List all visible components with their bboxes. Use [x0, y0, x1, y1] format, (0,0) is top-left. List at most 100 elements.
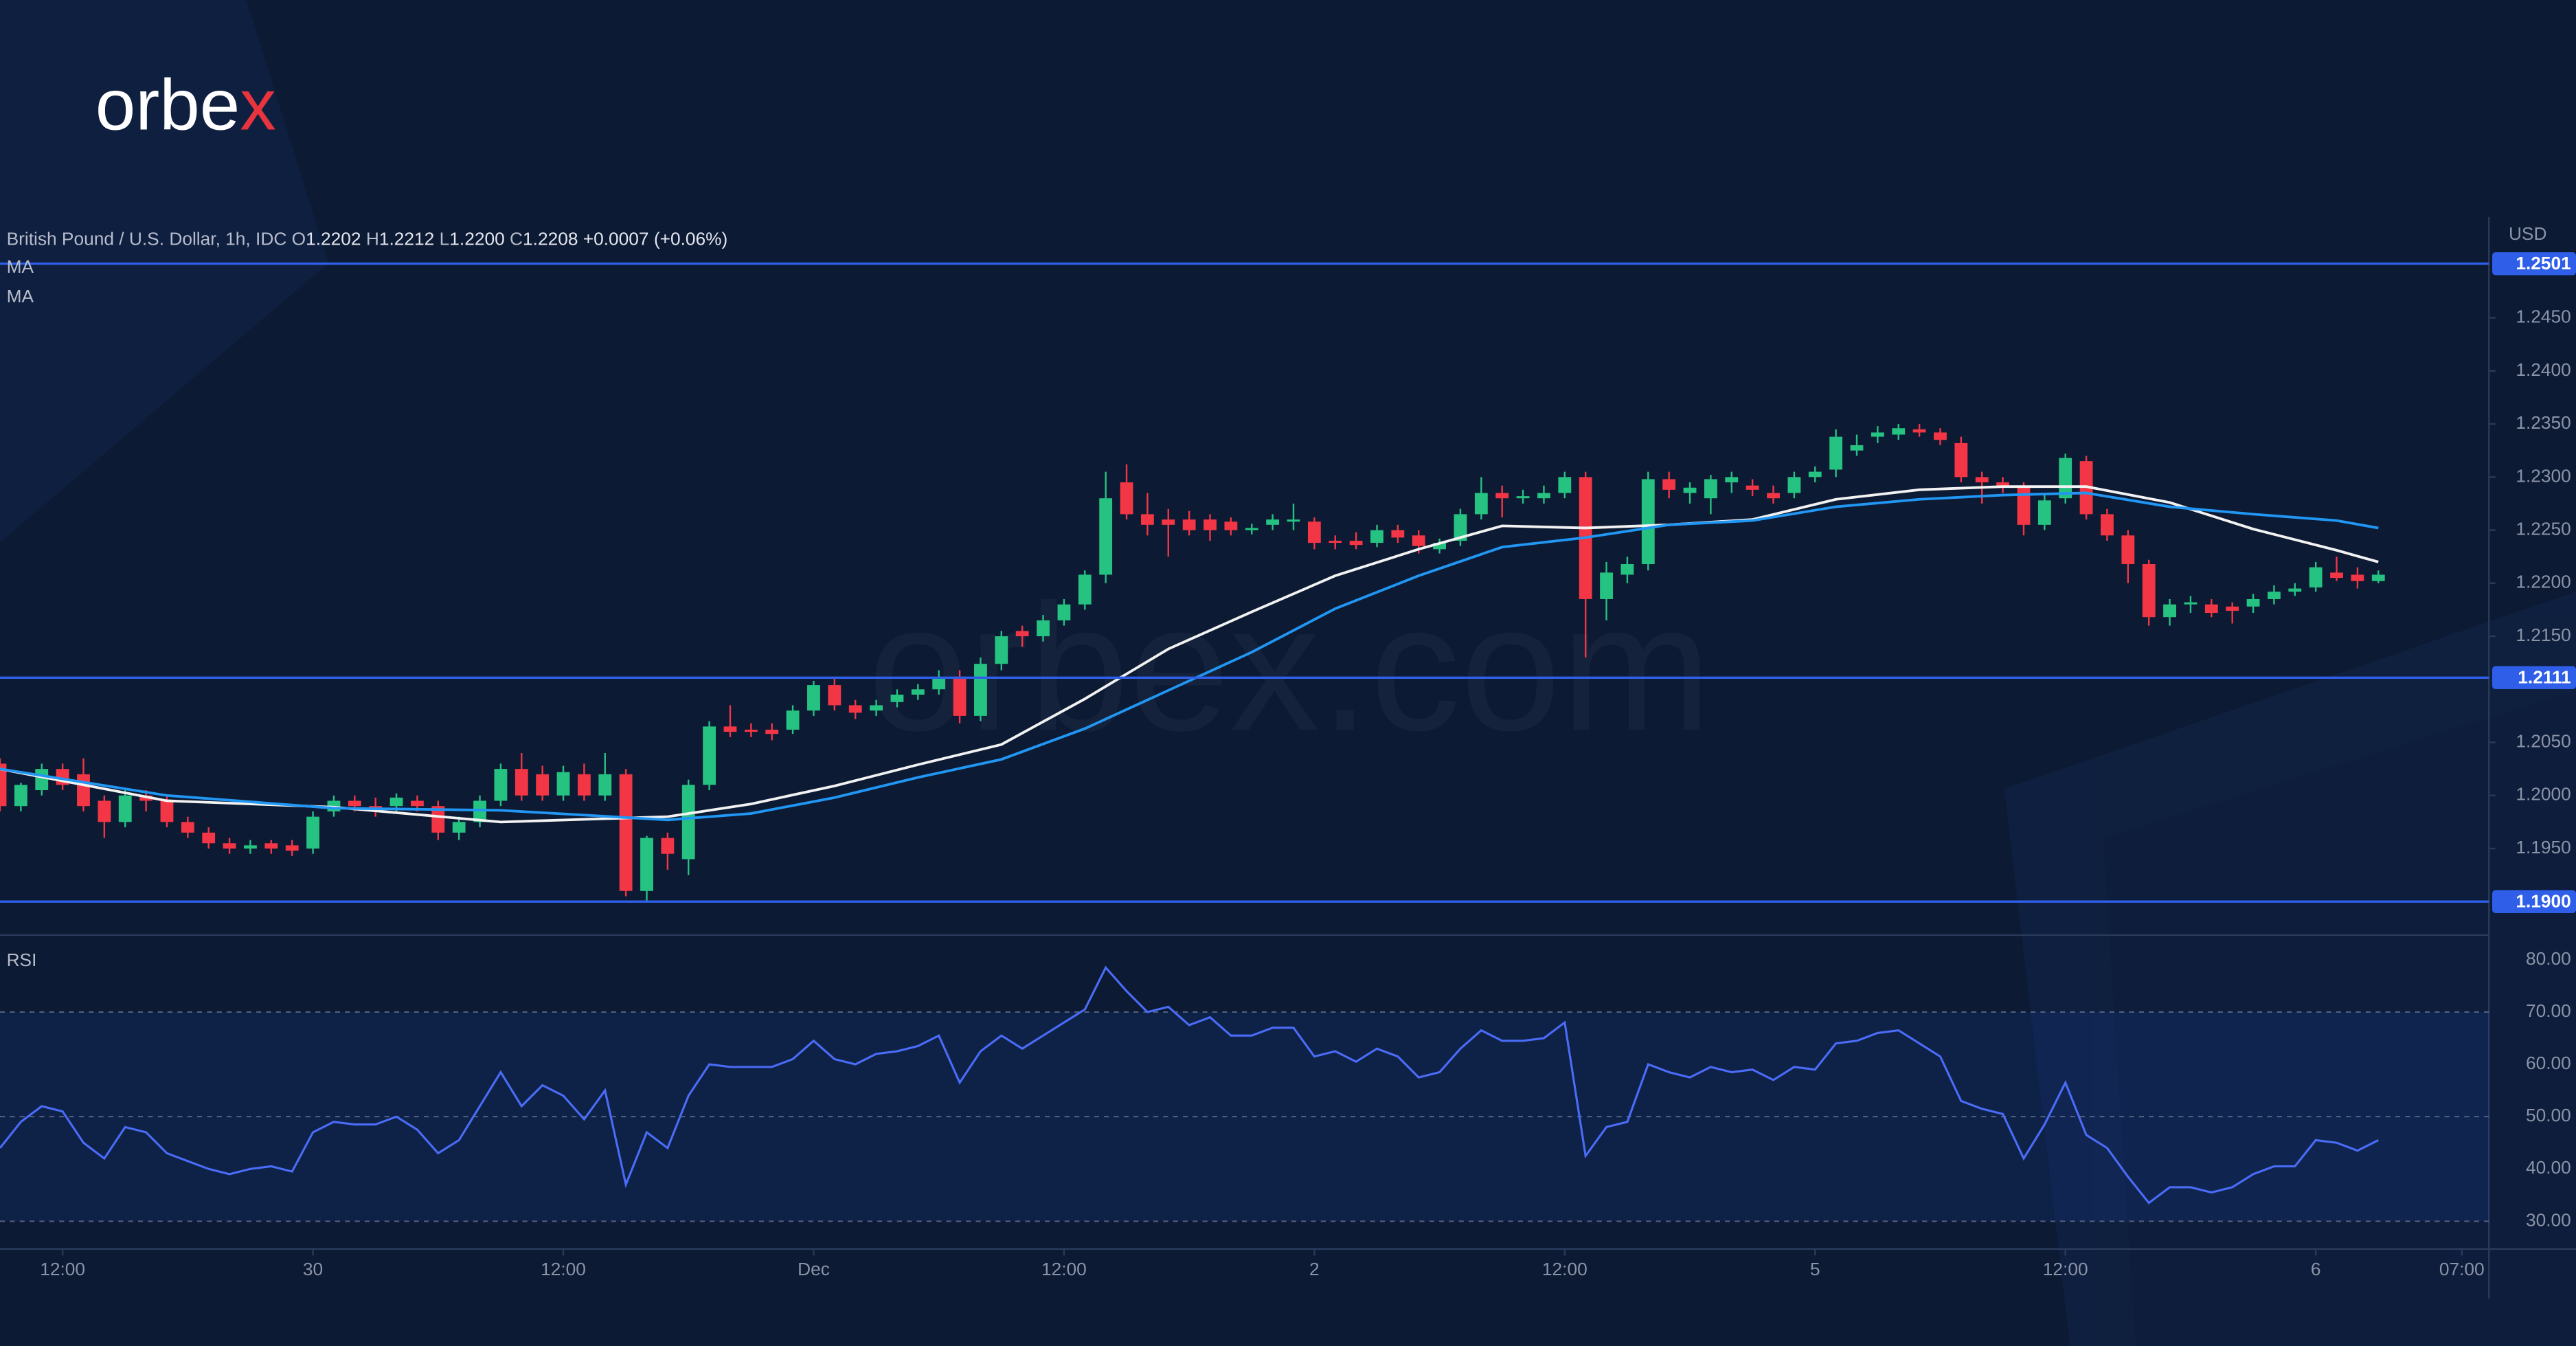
symbol: British Pound / U.S. Dollar, 1h, IDC	[7, 228, 287, 249]
candle-body	[870, 705, 883, 711]
candle-body	[1266, 519, 1280, 525]
candle-body	[577, 774, 591, 796]
candle-body	[1641, 479, 1655, 564]
candle-body	[14, 785, 27, 807]
candle-body	[1287, 519, 1300, 522]
candle-body	[1412, 535, 1425, 546]
logo-text: orbe	[95, 65, 240, 145]
candle-body	[223, 843, 236, 849]
y-tick-label: 1.1950	[2516, 837, 2571, 857]
high: 1.2212	[379, 228, 434, 249]
candle-body	[848, 705, 862, 713]
ma-line	[0, 485, 2379, 824]
candle-body	[0, 763, 7, 807]
candle-body	[452, 822, 466, 833]
candle-body	[661, 838, 675, 854]
candle-body	[1370, 530, 1383, 543]
candle-body	[995, 636, 1008, 664]
candle-body	[1954, 442, 1968, 478]
candle-body	[2184, 602, 2197, 605]
candle-body	[1892, 428, 1906, 435]
candles	[0, 424, 2385, 902]
candle-body	[1099, 498, 1113, 575]
x-tick-label: 12:00	[541, 1259, 586, 1279]
x-tick-label: Dec	[798, 1259, 830, 1279]
currency: USD	[2509, 223, 2547, 244]
candle-body	[285, 845, 299, 851]
candle-body	[202, 832, 216, 844]
y-tick-label: 1.2200	[2516, 572, 2571, 592]
candle-body	[431, 806, 445, 833]
plot	[0, 262, 2489, 1222]
y-tick-label: 1.2050	[2516, 730, 2571, 751]
candle-body	[1829, 436, 1843, 470]
header: British Pound / U.S. Dollar, 1h, IDC O1.…	[7, 228, 728, 249]
candle-body	[1871, 432, 1884, 437]
rsi-tick-label: 80.00	[2526, 948, 2571, 969]
y-tick-label: 1.2450	[2516, 306, 2571, 327]
x-tick-label: 12:00	[40, 1259, 85, 1279]
candle-body	[160, 800, 174, 822]
candle-body	[1975, 477, 1989, 483]
y-tick-label: 1.2400	[2516, 359, 2571, 380]
candle-body	[744, 729, 758, 732]
candle-body	[619, 774, 633, 891]
candle-body	[953, 676, 967, 716]
candle-body	[723, 726, 737, 732]
candle-body	[1704, 479, 1717, 499]
rsi-label: RSI	[7, 950, 37, 970]
x-tick-label: 12:00	[1041, 1259, 1087, 1279]
logo-accent: x	[240, 65, 276, 145]
candle-body	[1037, 620, 1050, 637]
candle-body	[473, 800, 486, 822]
candle-body	[411, 800, 424, 807]
ma-label: MA	[7, 256, 34, 277]
candle-body	[1140, 514, 1154, 525]
candle-body	[2371, 574, 2385, 581]
candle-body	[244, 845, 257, 849]
candle-body	[1683, 487, 1697, 493]
candle-body	[703, 726, 716, 785]
candle-body	[77, 774, 90, 807]
candle-body	[1224, 521, 1238, 530]
candle-body	[2351, 574, 2364, 581]
rsi-tick-label: 50.00	[2526, 1105, 2571, 1125]
x-tick-label: 12:00	[2043, 1259, 2088, 1279]
candle-body	[98, 800, 111, 822]
candle-body	[1307, 521, 1321, 543]
candle-body	[1620, 563, 1634, 575]
watermark: orbex.com	[868, 566, 1711, 768]
logo: orbex	[95, 65, 276, 145]
candle-body	[2142, 563, 2156, 618]
level-label: 1.1900	[2516, 890, 2571, 911]
candle-body	[1474, 493, 1488, 515]
candle-body	[1120, 482, 1133, 515]
candle-body	[1162, 519, 1175, 525]
candle-body	[1537, 493, 1550, 499]
candle-body	[828, 685, 841, 706]
candle-body	[181, 822, 194, 833]
level-label-box	[2492, 890, 2576, 913]
y-tick-label: 1.2150	[2516, 625, 2571, 645]
candle-body	[2101, 514, 2114, 536]
close-label: C	[510, 228, 523, 249]
candle-body	[2037, 500, 2051, 525]
candle-body	[2121, 535, 2135, 564]
candle-body	[1057, 604, 1071, 620]
candle-body	[1787, 477, 1801, 493]
change: +0.0007 (+0.06%)	[583, 228, 728, 249]
low: 1.2200	[449, 228, 504, 249]
candle-body	[974, 664, 987, 716]
rsi-pane	[0, 965, 2489, 1222]
candle-body	[118, 795, 132, 822]
rsi-line	[0, 965, 2379, 1204]
candle-body	[1767, 493, 1780, 499]
candle-body	[2309, 567, 2323, 587]
x-tick-label: 12:00	[1542, 1259, 1588, 1279]
low-label: L	[440, 228, 450, 249]
candle-body	[1516, 496, 1530, 499]
candle-body	[348, 800, 361, 807]
high-label: H	[366, 228, 379, 249]
rsi-tick-label: 30.00	[2526, 1209, 2571, 1230]
